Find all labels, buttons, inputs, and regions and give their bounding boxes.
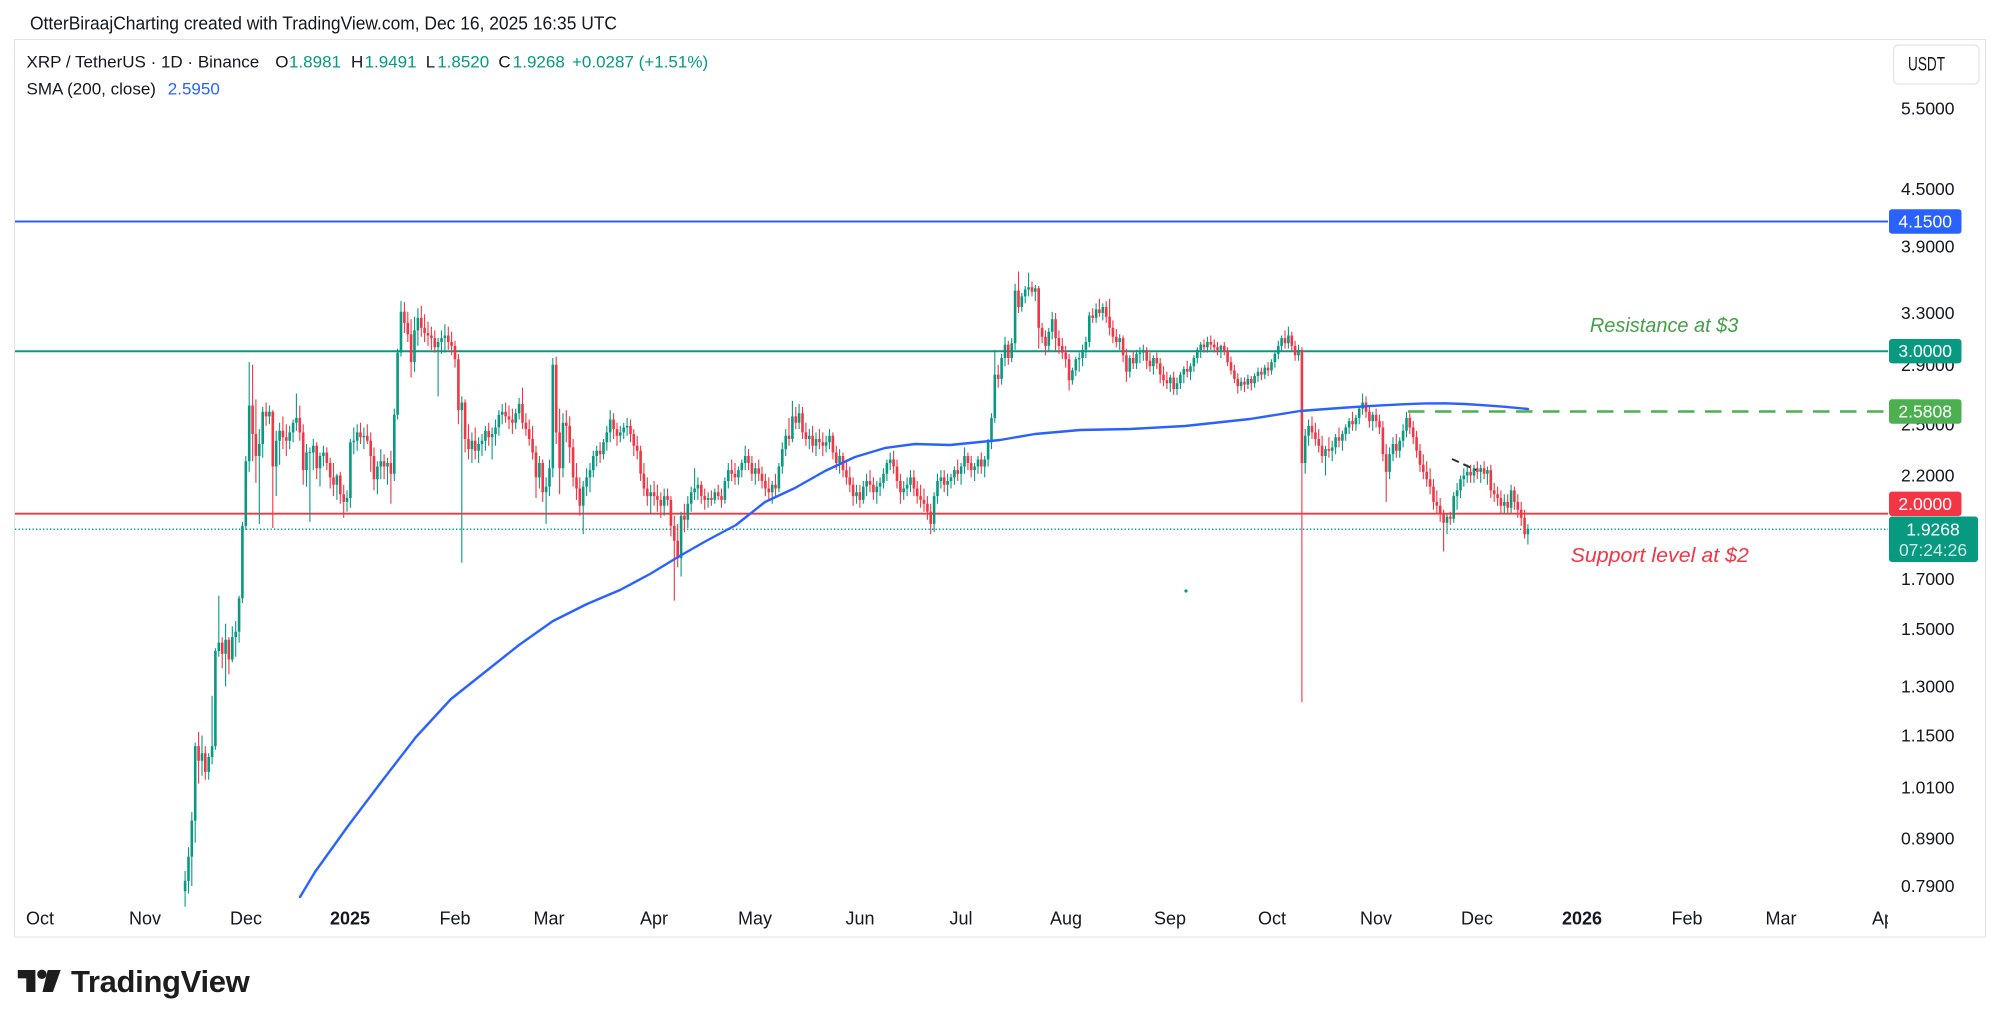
svg-text:Jul: Jul xyxy=(949,908,972,928)
svg-text:2.0000: 2.0000 xyxy=(1898,494,1952,514)
svg-text:07:24:26: 07:24:26 xyxy=(1899,540,1967,560)
svg-text:1.3000: 1.3000 xyxy=(1901,677,1955,697)
svg-text:Nov: Nov xyxy=(1360,908,1392,928)
svg-text:1.9268: 1.9268 xyxy=(1906,519,1960,539)
svg-text:OtterBiraajCharting created wi: OtterBiraajCharting created with Trading… xyxy=(30,14,617,34)
svg-text:USDT: USDT xyxy=(1908,55,1945,76)
svg-text:3.0000: 3.0000 xyxy=(1898,341,1952,361)
svg-text:3.9000: 3.9000 xyxy=(1901,236,1955,256)
svg-text:1.8520: 1.8520 xyxy=(437,53,489,72)
svg-text:Resistance at $3: Resistance at $3 xyxy=(1590,315,1739,337)
svg-text:1.0100: 1.0100 xyxy=(1901,778,1955,798)
svg-text:5.5000: 5.5000 xyxy=(1901,99,1955,119)
svg-text:Aug: Aug xyxy=(1050,908,1082,928)
svg-text:4.5000: 4.5000 xyxy=(1901,179,1955,199)
svg-text:May: May xyxy=(738,908,772,928)
svg-text:1.8981: 1.8981 xyxy=(289,53,341,72)
svg-text:C: C xyxy=(498,53,510,72)
svg-text:L: L xyxy=(426,53,435,72)
svg-text:2025: 2025 xyxy=(330,908,370,928)
svg-text:Oct: Oct xyxy=(1258,908,1286,928)
svg-text:+0.0287 (+1.51%): +0.0287 (+1.51%) xyxy=(572,53,708,72)
svg-text:XRP / TetherUS · 1D · Binance: XRP / TetherUS · 1D · Binance xyxy=(27,53,260,72)
svg-text:4.1500: 4.1500 xyxy=(1898,212,1952,232)
svg-text:0.8900: 0.8900 xyxy=(1901,828,1955,848)
svg-text:Feb: Feb xyxy=(1671,908,1702,928)
svg-text:1.9491: 1.9491 xyxy=(365,53,417,72)
svg-text:0.7900: 0.7900 xyxy=(1901,876,1955,896)
svg-text:2026: 2026 xyxy=(1562,908,1602,928)
svg-text:Mar: Mar xyxy=(534,908,565,928)
svg-text:3.3000: 3.3000 xyxy=(1901,303,1955,323)
svg-text:2.2000: 2.2000 xyxy=(1901,466,1955,486)
svg-text:Dec: Dec xyxy=(1461,908,1493,928)
svg-text:Jun: Jun xyxy=(845,908,874,928)
svg-text:O: O xyxy=(275,53,288,72)
svg-text:TradingView: TradingView xyxy=(71,964,251,999)
svg-text:Mar: Mar xyxy=(1766,908,1797,928)
svg-text:H: H xyxy=(351,53,363,72)
svg-text:Apr: Apr xyxy=(640,908,668,928)
svg-text:Support level at $2: Support level at $2 xyxy=(1571,545,1749,567)
svg-text:Nov: Nov xyxy=(129,908,161,928)
svg-text:1.7000: 1.7000 xyxy=(1901,569,1955,589)
svg-text:Apr: Apr xyxy=(1872,908,1900,928)
svg-text:Oct: Oct xyxy=(26,908,54,928)
svg-text:SMA (200, close): SMA (200, close) xyxy=(27,80,156,99)
svg-text:2.5950: 2.5950 xyxy=(168,80,220,99)
svg-text:2.5808: 2.5808 xyxy=(1898,402,1952,422)
svg-text:1.5000: 1.5000 xyxy=(1901,619,1955,639)
svg-text:1.9268: 1.9268 xyxy=(513,53,565,72)
svg-text:1.1500: 1.1500 xyxy=(1901,726,1955,746)
svg-text:Sep: Sep xyxy=(1154,908,1186,928)
svg-text:Dec: Dec xyxy=(230,908,262,928)
svg-text:Feb: Feb xyxy=(439,908,470,928)
